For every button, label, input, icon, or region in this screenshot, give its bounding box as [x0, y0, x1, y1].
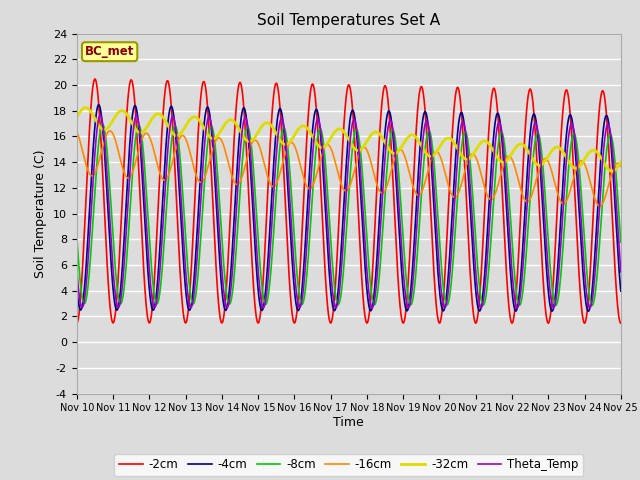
Line: -8cm: -8cm [77, 124, 621, 305]
-16cm [106, 128, 114, 134]
-16cm [412, 190, 419, 195]
Theta_Temp [189, 295, 197, 301]
Theta_Temp [402, 295, 410, 301]
-32cm [617, 159, 625, 165]
-32cm [608, 168, 616, 174]
Line: -2cm: -2cm [77, 79, 621, 323]
-8cm [99, 121, 106, 127]
Theta_Temp [586, 305, 594, 311]
-16cm [617, 163, 625, 169]
-8cm [225, 301, 233, 307]
Theta_Temp [225, 300, 233, 306]
-8cm [617, 237, 625, 243]
-4cm [189, 283, 197, 288]
-16cm [225, 162, 233, 168]
-8cm [565, 157, 573, 163]
Theta_Temp [617, 267, 625, 273]
-8cm [402, 272, 410, 278]
-4cm [95, 102, 102, 108]
Title: Soil Temperatures Set A: Soil Temperatures Set A [257, 13, 440, 28]
-16cm [189, 163, 197, 169]
-16cm [402, 157, 410, 163]
-16cm [565, 191, 573, 197]
-2cm [412, 141, 419, 147]
Line: -32cm: -32cm [77, 108, 621, 171]
-2cm [225, 242, 233, 248]
-2cm [617, 320, 625, 326]
-4cm [412, 220, 419, 226]
-8cm [588, 302, 596, 308]
-2cm [565, 101, 573, 107]
Theta_Temp [617, 269, 625, 275]
Y-axis label: Soil Temperature (C): Soil Temperature (C) [35, 149, 47, 278]
-32cm [617, 159, 625, 165]
-32cm [402, 137, 410, 143]
Text: BC_met: BC_met [85, 45, 134, 58]
-8cm [73, 234, 81, 240]
-4cm [617, 288, 625, 294]
-8cm [617, 239, 625, 245]
-4cm [225, 292, 233, 298]
-32cm [225, 118, 233, 123]
Line: Theta_Temp: Theta_Temp [77, 115, 621, 308]
-32cm [565, 160, 573, 166]
-16cm [617, 163, 625, 169]
-32cm [73, 114, 81, 120]
-4cm [617, 287, 625, 292]
Legend: -2cm, -4cm, -8cm, -16cm, -32cm, Theta_Temp: -2cm, -4cm, -8cm, -16cm, -32cm, Theta_Te… [115, 454, 583, 476]
-16cm [73, 129, 81, 135]
-32cm [189, 114, 197, 120]
Theta_Temp [73, 267, 81, 273]
Theta_Temp [565, 129, 573, 134]
Line: -4cm: -4cm [77, 105, 621, 311]
-4cm [565, 113, 573, 119]
-2cm [189, 224, 197, 229]
-4cm [584, 308, 592, 314]
X-axis label: Time: Time [333, 416, 364, 429]
-2cm [617, 320, 625, 326]
-4cm [73, 286, 81, 292]
-2cm [91, 76, 99, 82]
Line: -16cm: -16cm [77, 131, 621, 206]
-2cm [73, 320, 81, 326]
-8cm [189, 301, 197, 307]
-2cm [402, 308, 410, 313]
-8cm [412, 276, 419, 281]
-32cm [412, 134, 419, 140]
Theta_Temp [97, 112, 104, 118]
-16cm [596, 203, 604, 209]
-32cm [82, 105, 90, 110]
Theta_Temp [412, 246, 419, 252]
-4cm [402, 306, 410, 312]
